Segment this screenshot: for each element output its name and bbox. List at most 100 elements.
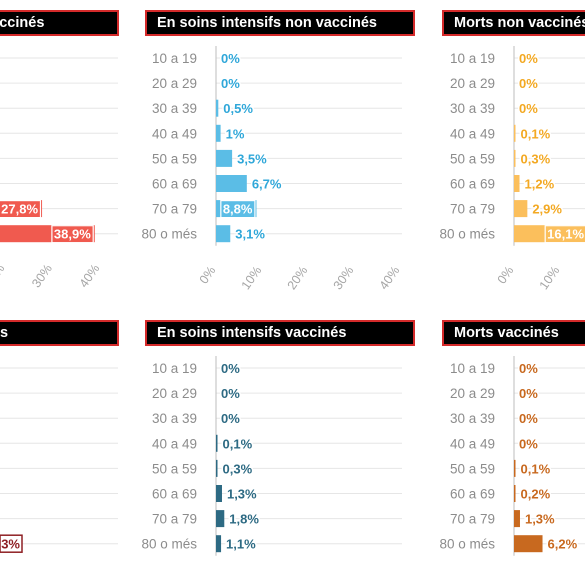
data-label: 0,2% — [521, 487, 551, 502]
category-label: 60 a 69 — [450, 487, 495, 502]
category-label: 30 a 39 — [152, 101, 197, 116]
data-label: 0% — [221, 361, 240, 376]
panel-title-infected-unvaccinated: ... vaccinés — [0, 10, 119, 36]
category-label: 80 o més — [439, 537, 495, 552]
category-label: 80 o més — [141, 537, 197, 552]
bar — [514, 535, 543, 553]
data-label: 0% — [519, 386, 538, 401]
tick-label: 10% — [239, 264, 265, 293]
category-label: 10 a 19 — [450, 51, 495, 66]
bar — [514, 175, 520, 192]
category-label: 70 a 79 — [450, 202, 495, 217]
tick-label: 30% — [331, 264, 357, 293]
bar — [216, 434, 218, 452]
category-label: 60 a 69 — [450, 177, 495, 192]
data-label: 0% — [519, 51, 538, 66]
panel-title-icu-unvaccinated: En soins intensifs non vaccinés — [145, 10, 415, 36]
category-label: 70 a 79 — [152, 512, 197, 527]
data-label: 0,1% — [521, 461, 551, 476]
bar — [216, 99, 219, 117]
tick-label: 30% — [29, 262, 55, 291]
category-label: 20 a 29 — [152, 76, 197, 91]
category-label: 30 a 39 — [450, 101, 495, 116]
bar — [216, 459, 218, 477]
data-label: 0% — [221, 411, 240, 426]
data-label-box — [51, 225, 94, 244]
data-label: 0% — [221, 51, 240, 66]
bar — [216, 510, 225, 528]
bar — [216, 485, 222, 502]
bar — [514, 459, 516, 477]
category-label: 20 a 29 — [450, 76, 495, 91]
data-label: 3% — [1, 537, 20, 552]
data-label: 1,8% — [229, 512, 259, 527]
category-label: 80 o més — [141, 227, 197, 242]
data-label: 3,5% — [237, 151, 267, 166]
bar — [216, 200, 257, 218]
bar — [514, 225, 585, 243]
category-label: 50 a 59 — [152, 151, 197, 166]
category-label: 20 a 29 — [450, 386, 495, 401]
data-label: 1,3% — [525, 512, 555, 527]
bar — [216, 124, 221, 142]
category-label: 50 a 59 — [152, 461, 197, 476]
panel-title-deaths-vaccinated: Morts vaccinés — [442, 320, 585, 346]
category-label: 30 a 39 — [450, 411, 495, 426]
data-label: 0,1% — [223, 436, 253, 451]
tick-label: 0% — [197, 264, 219, 287]
data-label: 0,3% — [223, 461, 253, 476]
category-label: 20 a 29 — [152, 386, 197, 401]
tick-label: 20% — [0, 262, 7, 291]
data-label: 2,9% — [532, 202, 562, 217]
data-label: 0,5% — [223, 101, 253, 116]
category-label: 40 a 49 — [152, 126, 197, 141]
data-label: 8,8% — [223, 202, 253, 217]
data-label: 1% — [226, 126, 245, 141]
category-label: 60 a 69 — [152, 487, 197, 502]
category-label: 40 a 49 — [450, 126, 495, 141]
category-label: 10 a 19 — [450, 361, 495, 376]
data-label: 6,2% — [548, 537, 578, 552]
bar — [514, 485, 516, 502]
data-label: 1,3% — [227, 487, 257, 502]
bar — [514, 149, 516, 167]
panel-title-infected-vaccinated: ... nés — [0, 320, 119, 346]
category-label: 40 a 49 — [152, 436, 197, 451]
data-label: 6,7% — [252, 177, 282, 192]
panel-title-icu-vaccinated: En soins intensifs vaccinés — [145, 320, 415, 346]
category-label: 60 a 69 — [152, 177, 197, 192]
data-label: 1,2% — [525, 177, 555, 192]
data-label: 0% — [519, 361, 538, 376]
tick-label: 40% — [377, 264, 403, 293]
data-label: 0% — [519, 101, 538, 116]
bar — [216, 225, 231, 243]
bar — [216, 535, 222, 553]
tick-label: 0% — [495, 264, 517, 287]
data-label: 1,1% — [226, 537, 256, 552]
category-label: 10 a 19 — [152, 51, 197, 66]
bar — [0, 225, 95, 243]
data-label: 0% — [519, 76, 538, 91]
tick-label: 10% — [537, 264, 563, 293]
category-label: 70 a 79 — [152, 202, 197, 217]
data-label: 27,8% — [1, 202, 38, 217]
category-label: 10 a 19 — [152, 361, 197, 376]
category-label: 70 a 79 — [450, 512, 495, 527]
bar — [0, 534, 23, 553]
category-label: 80 o més — [439, 227, 495, 242]
data-label: 0% — [221, 76, 240, 91]
data-label-box — [220, 200, 256, 219]
data-label: 0% — [519, 436, 538, 451]
bar — [514, 200, 528, 218]
category-label: 40 a 49 — [450, 436, 495, 451]
data-label: 0,1% — [521, 126, 551, 141]
tick-label: 40% — [77, 262, 103, 291]
bar — [514, 510, 520, 528]
data-label: 0% — [519, 411, 538, 426]
tick-label: 20% — [285, 264, 311, 293]
data-label: 0,3% — [521, 151, 551, 166]
category-label: 30 a 39 — [152, 411, 197, 426]
bar — [216, 149, 233, 167]
data-label-box — [544, 225, 585, 244]
